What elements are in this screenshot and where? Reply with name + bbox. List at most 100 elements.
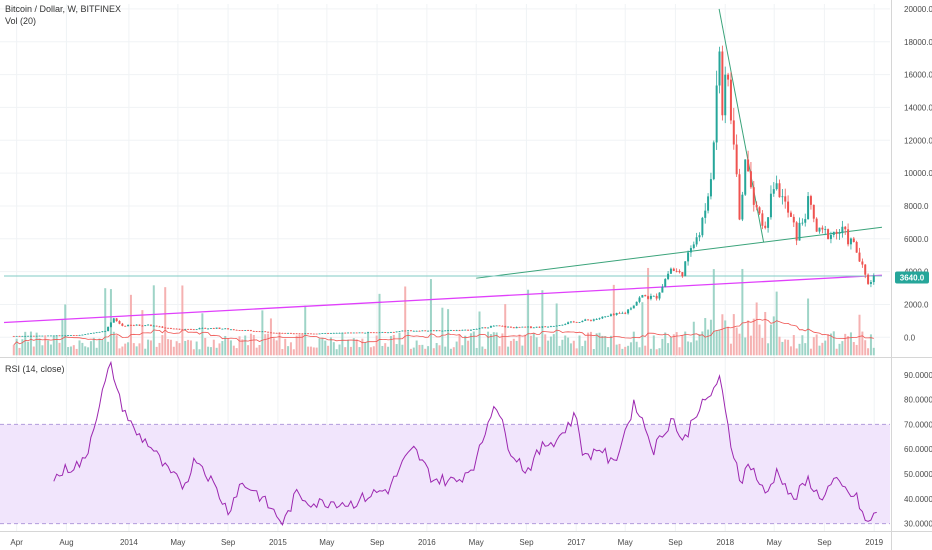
volume-bar <box>704 318 707 356</box>
candle-body <box>278 332 281 334</box>
candle-body <box>195 329 198 331</box>
volume-bar <box>301 334 304 356</box>
trendlines[interactable] <box>3 8 883 324</box>
rsi-line-group <box>53 360 877 526</box>
candle-body <box>595 319 598 320</box>
volume-bar <box>198 349 201 356</box>
volume-bar <box>269 318 272 356</box>
rsi-indicator-label[interactable]: RSI (14, close) <box>5 364 65 374</box>
candle-body <box>178 328 181 330</box>
volume-bar <box>364 342 367 356</box>
candle-body <box>447 330 450 332</box>
volume-bar <box>604 336 607 356</box>
candle-body <box>701 217 704 236</box>
volume-bar <box>844 333 847 356</box>
volume-bar <box>64 304 67 356</box>
volume-bar <box>78 340 81 356</box>
candle-body <box>275 332 278 334</box>
volume-bar <box>809 348 812 356</box>
candle-body <box>55 335 58 337</box>
candle-body <box>847 229 850 245</box>
candle-body <box>361 332 364 334</box>
volume-bar <box>855 344 858 356</box>
symbol-title[interactable]: Bitcoin / Dollar, W, BITFINEX <box>5 4 121 14</box>
volume-bar <box>818 345 821 356</box>
volume-bar <box>181 285 184 356</box>
candle-body <box>835 231 838 234</box>
candle-body <box>444 330 447 332</box>
volume-bar <box>767 343 770 356</box>
candle-body <box>844 226 847 230</box>
candle-body <box>332 332 335 334</box>
candle-body <box>138 324 141 326</box>
volume-bar <box>738 333 741 356</box>
candle-body <box>755 204 758 208</box>
volume-bar <box>284 338 287 356</box>
volume-bar <box>418 344 421 356</box>
time-tick-label: Sep <box>817 538 832 547</box>
volume-bar <box>207 346 210 356</box>
volume-indicator-label[interactable]: Vol (20) <box>5 16 36 26</box>
candle-body <box>432 330 435 332</box>
volume-bar <box>872 347 875 356</box>
candle-body <box>141 325 144 327</box>
candle-body <box>607 315 610 317</box>
candle-body <box>467 329 470 331</box>
volume-bar <box>752 318 755 356</box>
candle-body <box>315 333 318 335</box>
volume-bar <box>638 347 641 356</box>
candle-body <box>744 159 747 195</box>
volume-bar <box>769 324 772 356</box>
candle-body <box>872 275 875 283</box>
volume-bar <box>847 336 850 356</box>
volume-bar <box>118 348 121 356</box>
candle-body <box>789 212 792 217</box>
time-tick-label: May <box>767 538 782 547</box>
volume-bar <box>864 340 867 356</box>
volume-bar <box>175 341 178 356</box>
candle-body <box>635 301 638 306</box>
rsi-axis[interactable]: 30.0000 40.0000 50.0000 60.0000 70.0000 80.00… <box>904 371 932 529</box>
candle-body <box>267 331 270 333</box>
candle-body <box>469 329 472 331</box>
candle-body <box>301 333 304 335</box>
candle-body <box>507 326 510 328</box>
volume-bar <box>821 342 824 356</box>
volume-bar <box>584 340 587 356</box>
time-axis[interactable]: Apr Aug 2014 May Sep 2015 May Sep 2016 May Sep 2017… <box>10 538 883 547</box>
candle-body <box>749 171 752 188</box>
volume-bar <box>415 340 418 356</box>
volume-bar <box>795 348 798 356</box>
volume-bar <box>158 342 161 356</box>
candle-body <box>132 325 135 327</box>
volume-bar <box>275 340 278 356</box>
candle-body <box>698 235 701 238</box>
candle-body <box>255 331 258 333</box>
volume-bar <box>532 333 535 356</box>
last-price-badge: 3640.0 <box>895 271 929 284</box>
volume-bar <box>375 335 378 356</box>
volume-bar <box>829 333 832 356</box>
candle-body <box>541 326 544 328</box>
candle-body <box>32 335 35 337</box>
candle-body <box>218 327 221 329</box>
candle-body <box>827 229 830 240</box>
rsi-tick-label: 80.0000 <box>904 396 932 405</box>
candle-body <box>81 334 84 336</box>
volume-bar <box>378 293 381 356</box>
volume-bar <box>824 340 827 356</box>
time-tick-label: 2016 <box>418 538 436 547</box>
candle-body <box>681 272 684 277</box>
volume-bar <box>372 346 375 356</box>
volume-bar <box>547 340 550 356</box>
volume-bar <box>644 345 647 356</box>
volume-bar <box>138 343 141 356</box>
volume-bar <box>698 334 701 356</box>
volume-bar <box>407 331 410 356</box>
volume-bar <box>209 347 212 356</box>
candle-body <box>729 79 732 121</box>
volume-bar <box>861 331 864 356</box>
volume-bar <box>732 314 735 356</box>
candle-body <box>867 274 870 284</box>
